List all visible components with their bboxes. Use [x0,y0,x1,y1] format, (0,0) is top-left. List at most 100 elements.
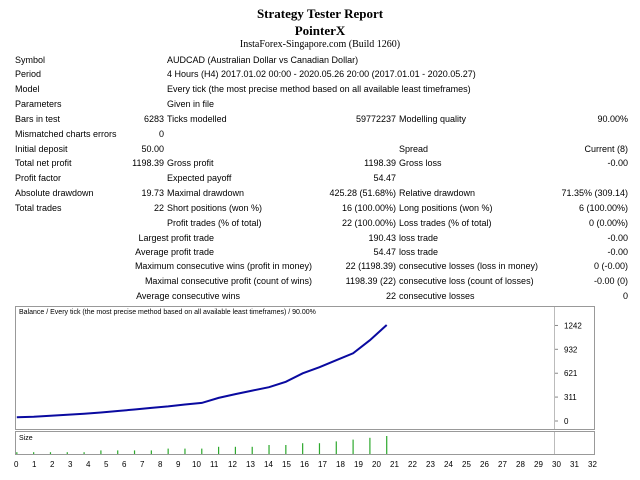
period-label: Period [15,69,42,79]
x-tick-label: 28 [516,460,525,469]
profit-trades-label: Profit trades (% of total) [167,218,262,228]
x-tick-label: 8 [158,460,163,469]
spread-label: Spread [399,144,429,154]
short-positions-value: 16 (100.00%) [341,203,396,213]
short-positions-label: Short positions (won %) [167,203,263,213]
net-profit-label: Total net profit [15,158,72,168]
x-tick-label: 30 [552,460,561,469]
symbol-value: AUDCAD (Australian Dollar vs Canadian Do… [167,55,359,65]
y-tick-label: 311 [564,393,577,402]
loss-trades-label: Loss trades (% of total) [399,218,492,228]
deposit-value: 50.00 [141,144,164,154]
largest-profit-label: Largest profit trade [138,233,214,243]
max-consecutive-losses-label: consecutive losses (loss in money) [399,261,539,271]
max-consecutive-wins-label: Maximum consecutive wins (profit in mone… [134,261,312,271]
x-tick-label: 14 [264,460,273,469]
average-profit-value: 54.47 [373,247,396,257]
maximal-consecutive-profit-label: Maximal consecutive profit (count of win… [144,276,312,286]
loss-trades-value: 0 (0.00%) [588,218,628,228]
maximal-consecutive-profit-value: 1198.39 (22) [345,276,396,286]
bars-label: Bars in test [15,114,61,124]
mismatched-value: 0 [158,129,164,139]
ticks-value: 59772237 [355,114,396,124]
x-tick-label: 1 [32,460,37,469]
y-tick-label: 621 [564,369,578,378]
max-consecutive-wins-value: 22 (1198.39) [345,261,396,271]
net-profit-value: 1198.39 [132,158,164,168]
x-tick-label: 19 [354,460,363,469]
x-tick-label: 12 [228,460,237,469]
y-axis [554,307,594,429]
model-label: Model [15,84,40,94]
average-consecutive-wins-value: 22 [385,291,396,301]
parameters-value: Given in file [167,99,215,109]
bars-value: 6283 [143,114,164,124]
max-consecutive-losses-value: 0 (-0.00) [593,261,628,271]
relative-drawdown-value: 71.35% (309.14) [561,188,628,198]
ticks-label: Ticks modelled [167,114,227,124]
total-trades-label: Total trades [15,203,62,213]
maximal-drawdown-label: Maximal drawdown [167,188,245,198]
x-tick-label: 4 [86,460,91,469]
model-value: Every tick (the most precise method base… [167,84,471,94]
long-positions-label: Long positions (won %) [399,203,493,213]
x-tick-label: 13 [246,460,255,469]
total-trades-value: 22 [153,203,164,213]
x-tick-label: 26 [480,460,489,469]
gross-loss-label: Gross loss [399,158,442,168]
largest-profit-value: 190.43 [368,233,396,243]
symbol-label: Symbol [15,55,46,65]
balance-chart-title: Balance / Every tick (the most precise m… [19,309,316,316]
quality-label: Modelling quality [399,114,467,124]
average-profit-label: Average profit trade [135,247,214,257]
largest-loss-label: loss trade [399,233,439,243]
size-chart-title: Size [19,435,33,442]
largest-loss-value: -0.00 [607,233,628,243]
gross-profit-label: Gross profit [167,158,214,168]
average-consecutive-losses-value: 0 [622,291,628,301]
x-tick-label: 23 [426,460,435,469]
average-loss-label: loss trade [399,247,439,257]
x-tick-label: 9 [176,460,181,469]
average-consecutive-losses-label: consecutive losses [399,291,475,301]
x-tick-label: 15 [282,460,291,469]
x-tick-label: 31 [570,460,579,469]
x-tick-label: 22 [408,460,417,469]
average-consecutive-wins-label: Average consecutive wins [136,291,240,301]
x-tick-label: 27 [498,460,507,469]
x-tick-label: 7 [140,460,145,469]
x-tick-label: 32 [588,460,597,469]
size-y-axis [554,432,594,454]
absolute-drawdown-value: 19.73 [141,188,164,198]
y-tick-label: 1242 [564,321,582,330]
gross-loss-value: -0.00 [607,158,628,168]
average-loss-value: -0.00 [607,247,628,257]
maximal-consecutive-loss-label: consecutive loss (count of losses) [399,276,534,286]
y-tick-label: 0 [564,417,569,426]
x-tick-label: 29 [534,460,543,469]
maximal-consecutive-loss-value: -0.00 (0) [593,276,628,286]
deposit-label: Initial deposit [15,144,68,154]
x-tick-label: 18 [336,460,345,469]
gross-profit-value: 1198.39 [364,158,396,168]
x-tick-label: 2 [50,460,55,469]
x-tick-label: 3 [68,460,73,469]
long-positions-value: 6 (100.00%) [578,203,628,213]
balance-line [16,324,388,419]
x-tick-label: 0 [14,460,19,469]
size-chart: Size [15,431,595,455]
balance-chart: 1242 932 621 311 0 Balance / Every tick (the… [15,306,595,430]
spread-value: Current (8) [584,144,628,154]
balance-plot: 1242 932 621 311 0 [16,321,582,426]
x-tick-label: 11 [210,460,219,469]
x-tick-label: 25 [462,460,471,469]
x-tick-label: 6 [122,460,127,469]
x-tick-label: 21 [390,460,399,469]
report-title: Strategy Tester Report [256,6,384,21]
maximal-drawdown-value: 425.28 (51.68%) [329,188,396,198]
x-tick-label: 24 [444,460,453,469]
mismatched-label: Mismatched charts errors [15,129,117,139]
size-plot [16,436,388,454]
expected-payoff-label: Expected payoff [167,173,232,183]
y-tick-label: 932 [564,345,578,354]
